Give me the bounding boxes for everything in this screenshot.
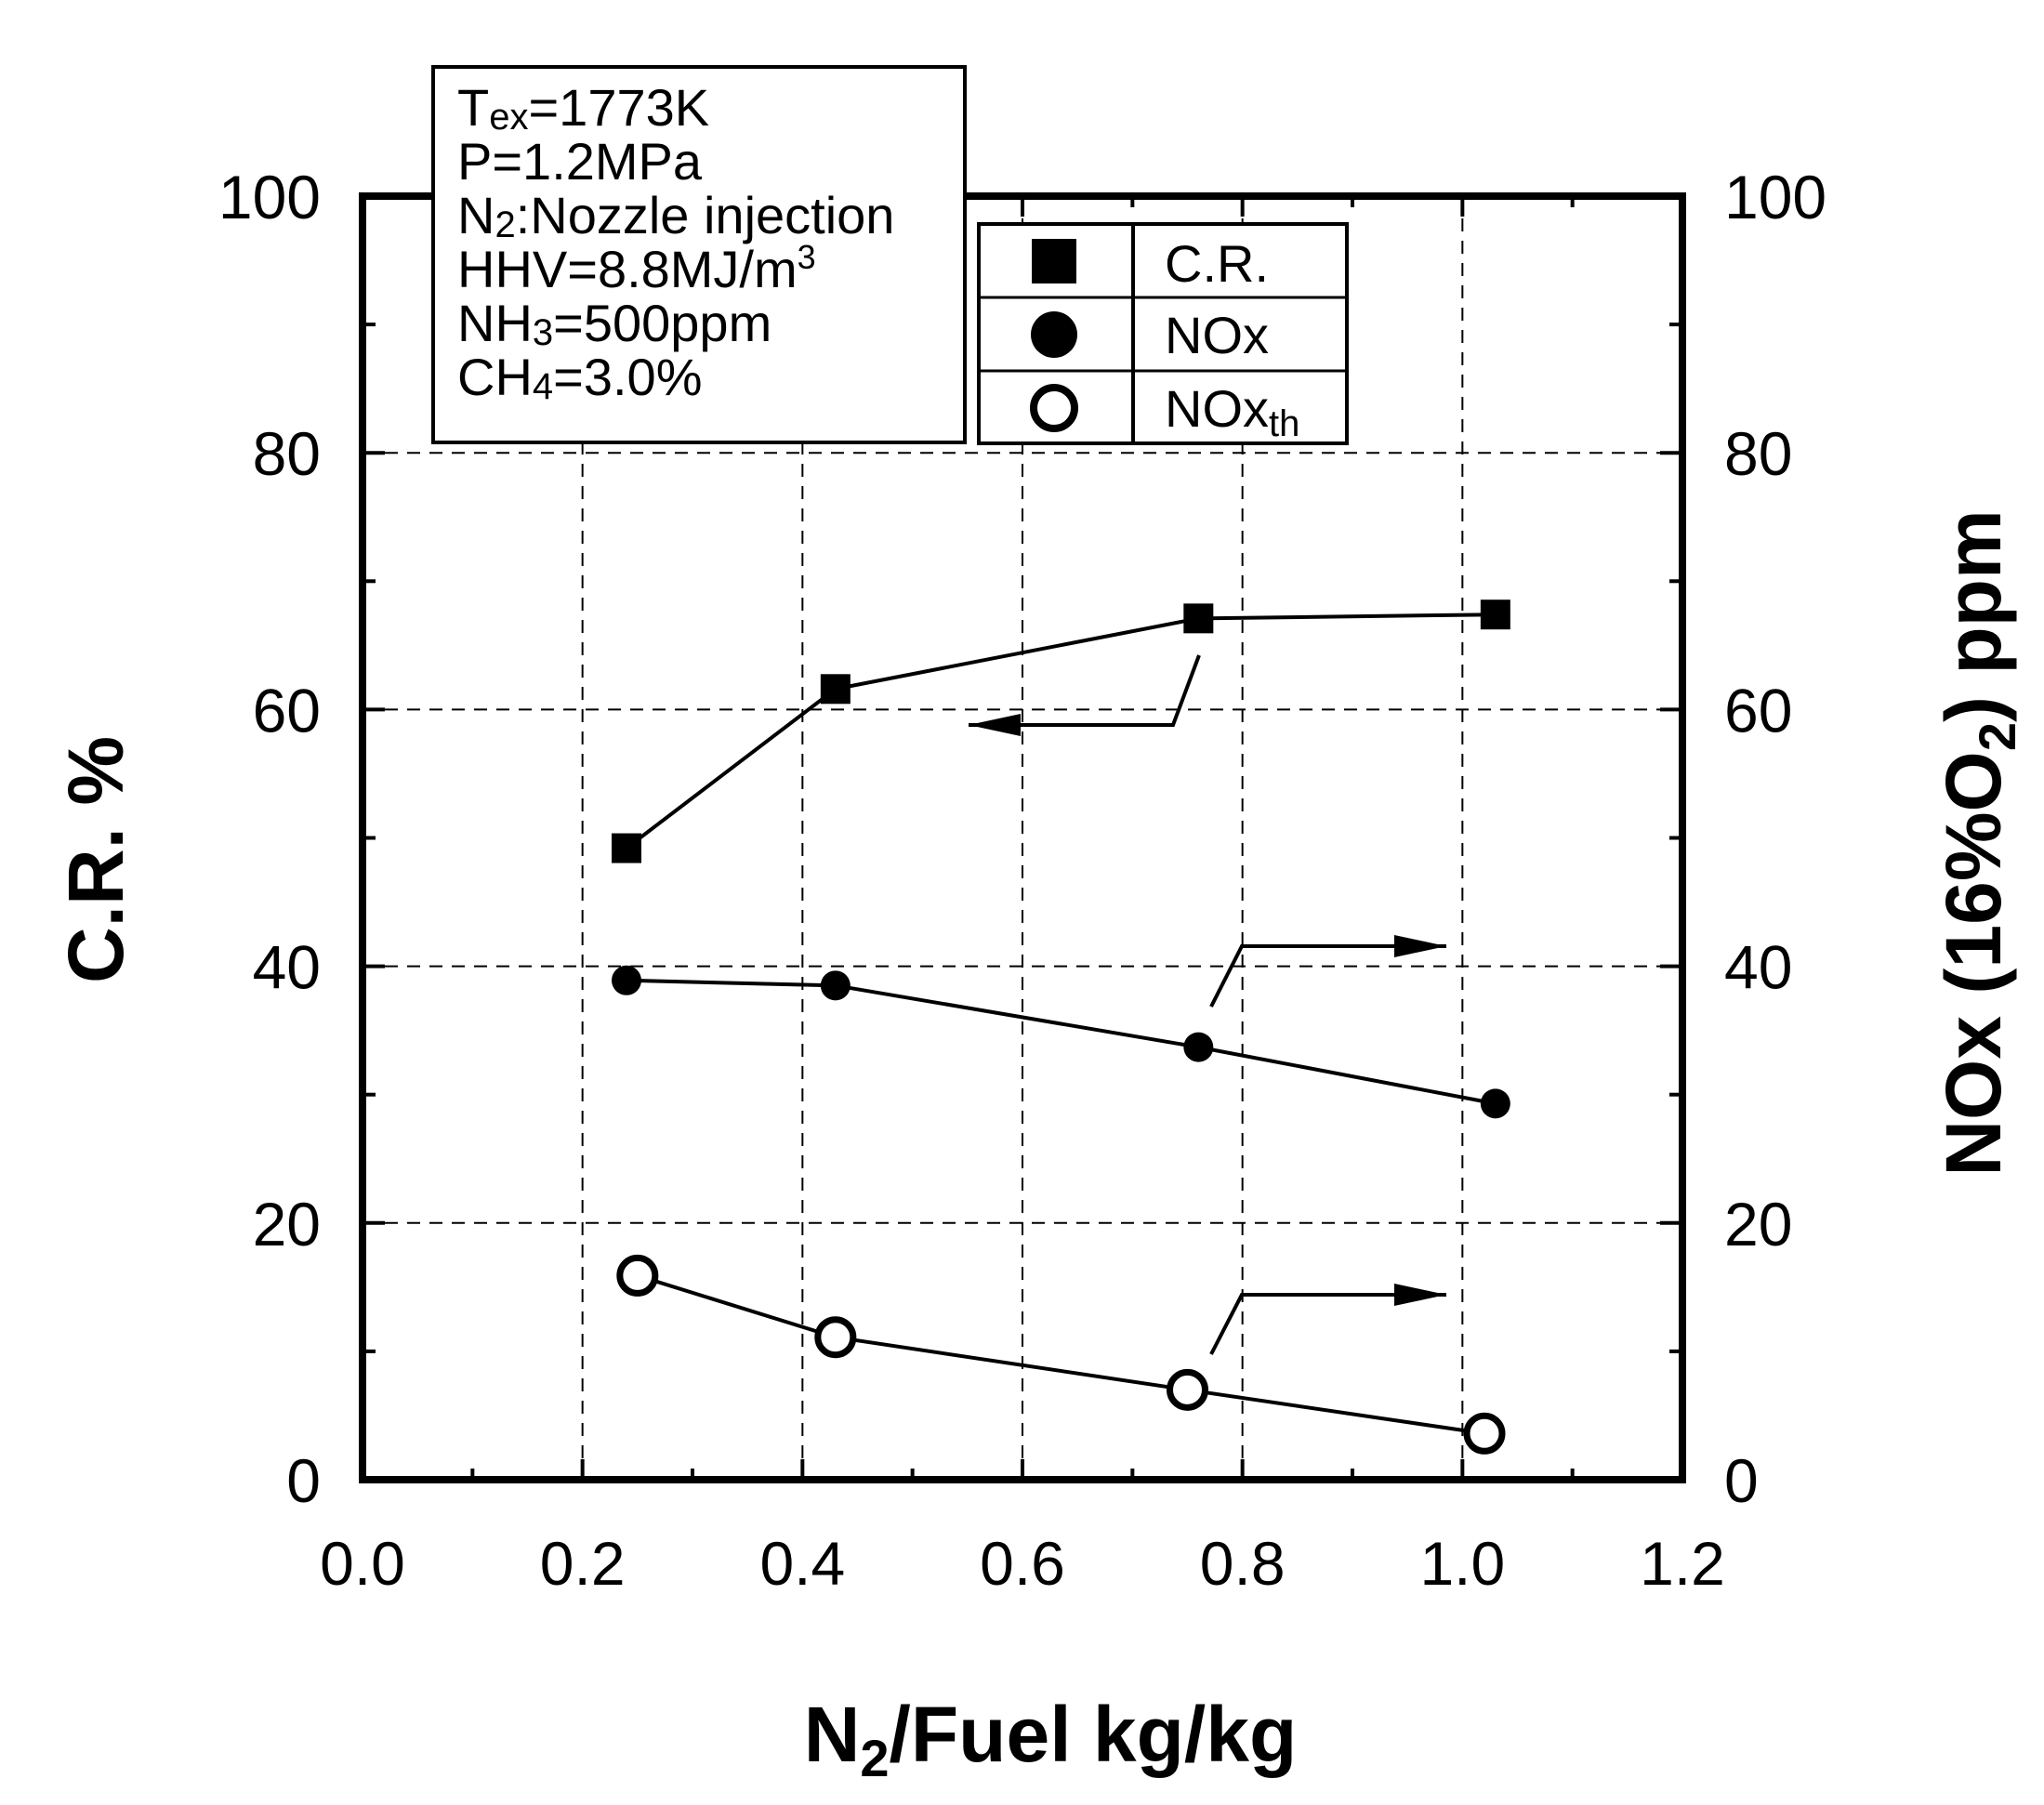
axis-arrow-1 <box>1209 944 1446 1008</box>
data-point-cr <box>820 674 851 705</box>
data-point-noxth <box>616 1254 659 1297</box>
series-line-1 <box>626 978 1497 1106</box>
data-point-cr <box>1480 599 1510 630</box>
data-point-cr <box>612 833 641 863</box>
y-tick-label-left: 20 <box>253 1190 321 1258</box>
y-tick-label-right: 0 <box>1724 1446 1759 1515</box>
x-tick-label: 1.2 <box>1640 1529 1725 1598</box>
annotation-line: HHV=8.8MJ/m3 <box>457 238 816 298</box>
x-tick-label: 0.8 <box>1200 1529 1286 1598</box>
x-axis-title: N2/Fuel kg/kg <box>804 1691 1298 1787</box>
y-tick-label-right: 100 <box>1724 163 1826 231</box>
legend-label-cr: C.R. <box>1165 234 1269 293</box>
legend-label-nox: NOx <box>1165 306 1269 364</box>
axis-arrowhead-0 <box>969 714 1021 736</box>
x-tick-label: 0.0 <box>320 1529 405 1598</box>
y-axis-title-left: C.R. % <box>52 736 139 983</box>
y-tick-label-left: 80 <box>253 419 321 488</box>
data-point-nox <box>820 970 851 1001</box>
annotation-line: NH3=500ppm <box>457 294 771 353</box>
data-point-nox <box>612 965 641 995</box>
axis-arrow-0 <box>969 654 1201 727</box>
legend-marker-cr <box>1032 239 1076 283</box>
annotation-line: N2:Nozzle injection <box>457 186 894 245</box>
data-point-noxth <box>814 1316 857 1359</box>
series-line-0 <box>625 613 1496 850</box>
tick-labels: 0.0 0.2 0.4 0.6 0.8 1.0 1.2 0 0 20 20 40 40 60 60 80 80 1… <box>218 163 1826 1598</box>
y-tick-label-right: 40 <box>1724 933 1792 1002</box>
legend: C.R. NOx NOxth <box>977 222 1349 445</box>
axis-arrow-2 <box>1209 1293 1446 1355</box>
y-tick-label-right: 80 <box>1724 419 1792 488</box>
y-axis-title-right: NOx (16%O2) ppm <box>1930 509 2026 1176</box>
x-tick-label: 0.2 <box>540 1529 626 1598</box>
y-tick-label-left: 100 <box>218 163 321 231</box>
data-point-nox <box>1183 1032 1214 1062</box>
data-point-noxth <box>1463 1412 1506 1455</box>
annotation-line: Tex=1773K <box>457 78 709 138</box>
data-point-cr <box>1183 603 1214 634</box>
y-tick-label-left: 60 <box>253 676 321 744</box>
annotation-line: CH4=3.0% <box>457 348 702 407</box>
legend-marker-nox <box>1031 311 1077 358</box>
x-tick-label: 1.0 <box>1419 1529 1505 1598</box>
axis-arrowhead-2 <box>1394 1284 1446 1306</box>
legend-label-noxth: NOxth <box>1165 379 1299 444</box>
series-line-2 <box>637 1273 1485 1436</box>
y-tick-label-right: 60 <box>1724 676 1792 744</box>
legend-marker-noxth <box>1030 384 1078 432</box>
y-tick-label-right: 20 <box>1724 1190 1792 1258</box>
grid-lines <box>363 196 1682 1480</box>
data-point-nox <box>1480 1088 1510 1119</box>
series-arrows <box>969 654 1446 1355</box>
y-tick-label-left: 0 <box>286 1446 321 1515</box>
y-tick-label-left: 40 <box>253 933 321 1002</box>
x-tick-label: 0.4 <box>759 1529 845 1598</box>
x-tick-label: 0.6 <box>980 1529 1065 1598</box>
data-point-noxth <box>1167 1368 1208 1411</box>
series-layer <box>612 599 1510 1455</box>
annotation-line: P=1.2MPa <box>457 132 703 191</box>
axis-arrowhead-1 <box>1394 935 1446 957</box>
